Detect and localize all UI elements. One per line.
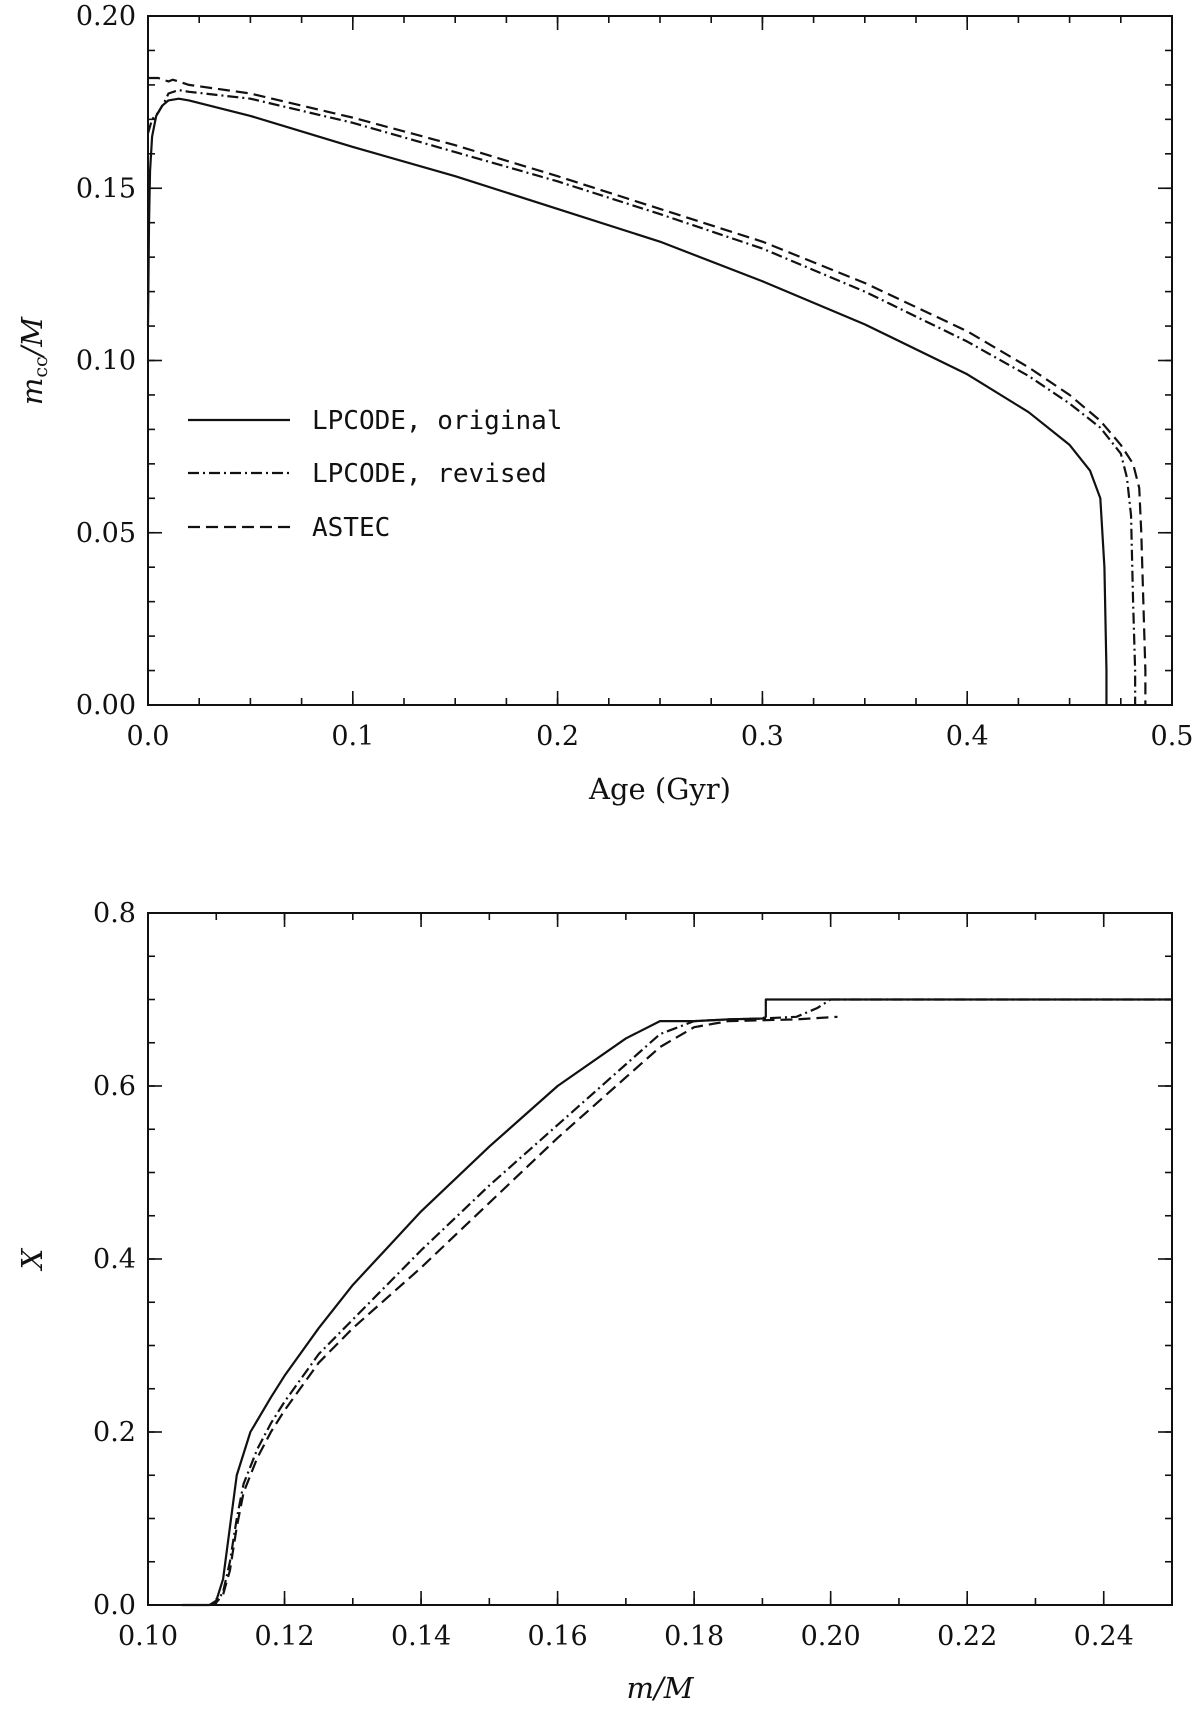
x-tick-label: 0.1: [331, 721, 374, 752]
bottom-panel-frame: [147, 912, 1173, 1606]
y-tick-label: 0.00: [76, 690, 136, 721]
legend-label-original: LPCODE, original: [312, 406, 562, 436]
series-line-solid: [146, 97, 1108, 705]
bottom-panel-series: [182, 998, 1172, 1607]
x-tick-label: 0.22: [937, 1621, 997, 1652]
bottom-x-axis-label: m/M: [627, 1671, 695, 1705]
bottom-y-axis-label: X: [15, 1247, 49, 1271]
legend-label-astec: ASTEC: [312, 513, 390, 543]
top-y-axis-label: mcc/M: [15, 316, 52, 406]
series-line-dashdot: [209, 998, 1172, 1607]
y-tick-label: 0.6: [93, 1071, 136, 1102]
series-line-dashed: [148, 76, 1147, 705]
x-tick-label: 0.16: [528, 1621, 588, 1652]
legend-entry-original: LPCODE, original: [188, 406, 562, 436]
top-panel-tick-labels: 0.0 0.1 0.2 0.3 0.4 0.5 0.00 0.05 0.10 0.15 0.20: [76, 1, 1194, 752]
x-tick-label: 0.18: [664, 1621, 724, 1652]
bottom-panel: 0.10 0.12 0.14 0.16 0.18 0.20 0.22 0.24 0.0 0.2 0.…: [15, 898, 1173, 1705]
y-tick-label: 0.10: [76, 346, 136, 377]
x-tick-label: 0.3: [741, 721, 784, 752]
legend-entry-revised: LPCODE, revised: [188, 459, 547, 489]
x-tick-label: 0.4: [946, 721, 989, 752]
y-tick-label: 0.20: [76, 1, 136, 32]
bottom-panel-ticks: [147, 912, 1173, 1606]
legend-entry-astec: ASTEC: [188, 513, 390, 543]
x-tick-label: 0.14: [391, 1621, 451, 1652]
y-tick-label: 0.4: [93, 1244, 136, 1275]
top-panel-frame: [147, 15, 1173, 706]
x-tick-label: 0.20: [801, 1621, 861, 1652]
legend: LPCODE, original LPCODE, revised ASTEC: [188, 406, 562, 543]
series-line-dashdot: [146, 88, 1137, 705]
y-tick-label: 0.2: [93, 1417, 136, 1448]
y-tick-label: 0.0: [93, 1590, 136, 1621]
top-panel-series: [146, 76, 1147, 705]
bottom-panel-tick-labels: 0.10 0.12 0.14 0.16 0.18 0.20 0.22 0.24 0.0 0.2 0.…: [93, 898, 1134, 1652]
y-tick-label: 0.05: [76, 518, 136, 549]
series-line-solid: [182, 998, 1172, 1607]
x-tick-label: 0.12: [254, 1621, 314, 1652]
series-line-dashed: [209, 1015, 838, 1607]
legend-label-revised: LPCODE, revised: [312, 459, 547, 489]
y-tick-label: 0.15: [76, 173, 136, 204]
x-tick-label: 0.2: [536, 721, 579, 752]
x-tick-label: 0.10: [118, 1621, 178, 1652]
x-tick-label: 0.0: [127, 721, 170, 752]
top-x-axis-label: Age (Gyr): [588, 772, 731, 806]
x-tick-label: 0.24: [1074, 1621, 1134, 1652]
y-tick-label: 0.8: [93, 898, 136, 929]
top-panel: 0.0 0.1 0.2 0.3 0.4 0.5 0.00 0.05 0.10 0.15 0.20 A…: [15, 1, 1193, 806]
x-tick-label: 0.5: [1151, 721, 1194, 752]
